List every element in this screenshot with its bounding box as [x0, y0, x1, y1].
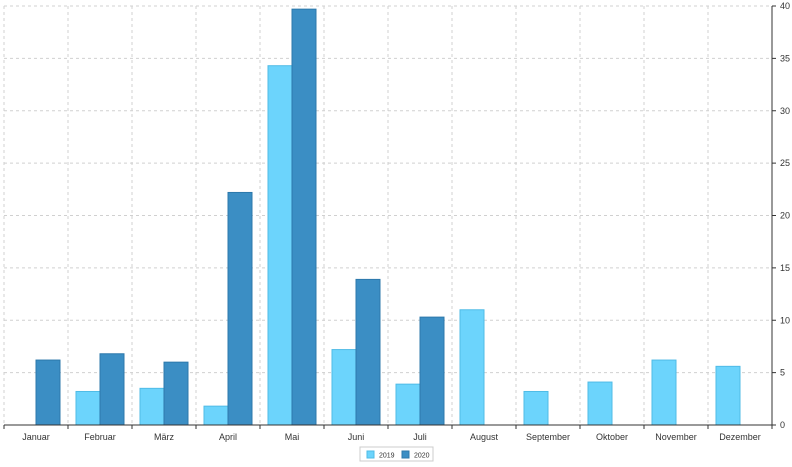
bar-2020-juli[interactable] [419, 316, 445, 426]
y-tick-label: 25 [780, 158, 790, 168]
legend-swatch-2019 [366, 450, 375, 459]
bar-2019-mai[interactable] [267, 65, 293, 426]
legend[interactable]: 2019 2020 [359, 446, 434, 462]
y-tick-label: 20 [780, 211, 790, 221]
bar-2019-februar[interactable] [75, 390, 101, 426]
bar-2019-august[interactable] [459, 309, 485, 426]
x-tick-label-september: September [526, 432, 570, 442]
bar-2019-oktober[interactable] [587, 381, 613, 426]
x-tick-label-mai: Mai [285, 432, 300, 442]
x-tick-label-august: August [470, 432, 499, 442]
x-tick-label-november: November [655, 432, 697, 442]
bar-2019-juni[interactable] [331, 349, 357, 426]
bar-2019-dezember[interactable] [715, 365, 741, 426]
x-tick-label-märz: März [154, 432, 174, 442]
x-tick-label-januar: Januar [22, 432, 50, 442]
bar-2020-mai[interactable] [291, 8, 317, 426]
bar-2020-januar[interactable] [35, 359, 61, 426]
legend-label-2019[interactable]: 2019 [379, 453, 395, 460]
bar-2020-april[interactable] [227, 191, 253, 426]
bar-2020-februar[interactable] [99, 353, 125, 426]
y-tick-label: 5 [780, 368, 785, 378]
x-tick-label-juni: Juni [348, 432, 365, 442]
y-tick-label: 30 [780, 106, 790, 116]
bar-2019-juli[interactable] [395, 383, 421, 426]
legend-label-2020[interactable]: 2020 [414, 453, 430, 460]
x-tick-label-juli: Juli [413, 432, 427, 442]
bar-2019-märz[interactable] [139, 387, 165, 426]
x-tick-label-februar: Februar [84, 432, 116, 442]
y-tick-label: 0 [780, 420, 785, 430]
x-tick-label-oktober: Oktober [596, 432, 628, 442]
bar-2019-september[interactable] [523, 390, 549, 426]
axes: 0 5 10 15 20 25 30 35 40 Januar Februar März April Ma… [3, 1, 790, 442]
y-tick-label: 15 [780, 263, 790, 273]
bars [35, 8, 741, 426]
bar-2020-juni[interactable] [355, 278, 381, 426]
bar-2020-märz[interactable] [163, 361, 189, 426]
bar-2019-november[interactable] [651, 359, 677, 426]
x-tick-label-april: April [219, 432, 237, 442]
y-tick-label: 40 [780, 1, 790, 11]
legend-swatch-2020 [401, 450, 410, 459]
bar-2019-april[interactable] [203, 405, 229, 426]
x-tick-label-dezember: Dezember [719, 432, 761, 442]
y-tick-label: 10 [780, 315, 790, 325]
y-tick-label: 35 [780, 53, 790, 63]
legend-box [359, 446, 434, 462]
